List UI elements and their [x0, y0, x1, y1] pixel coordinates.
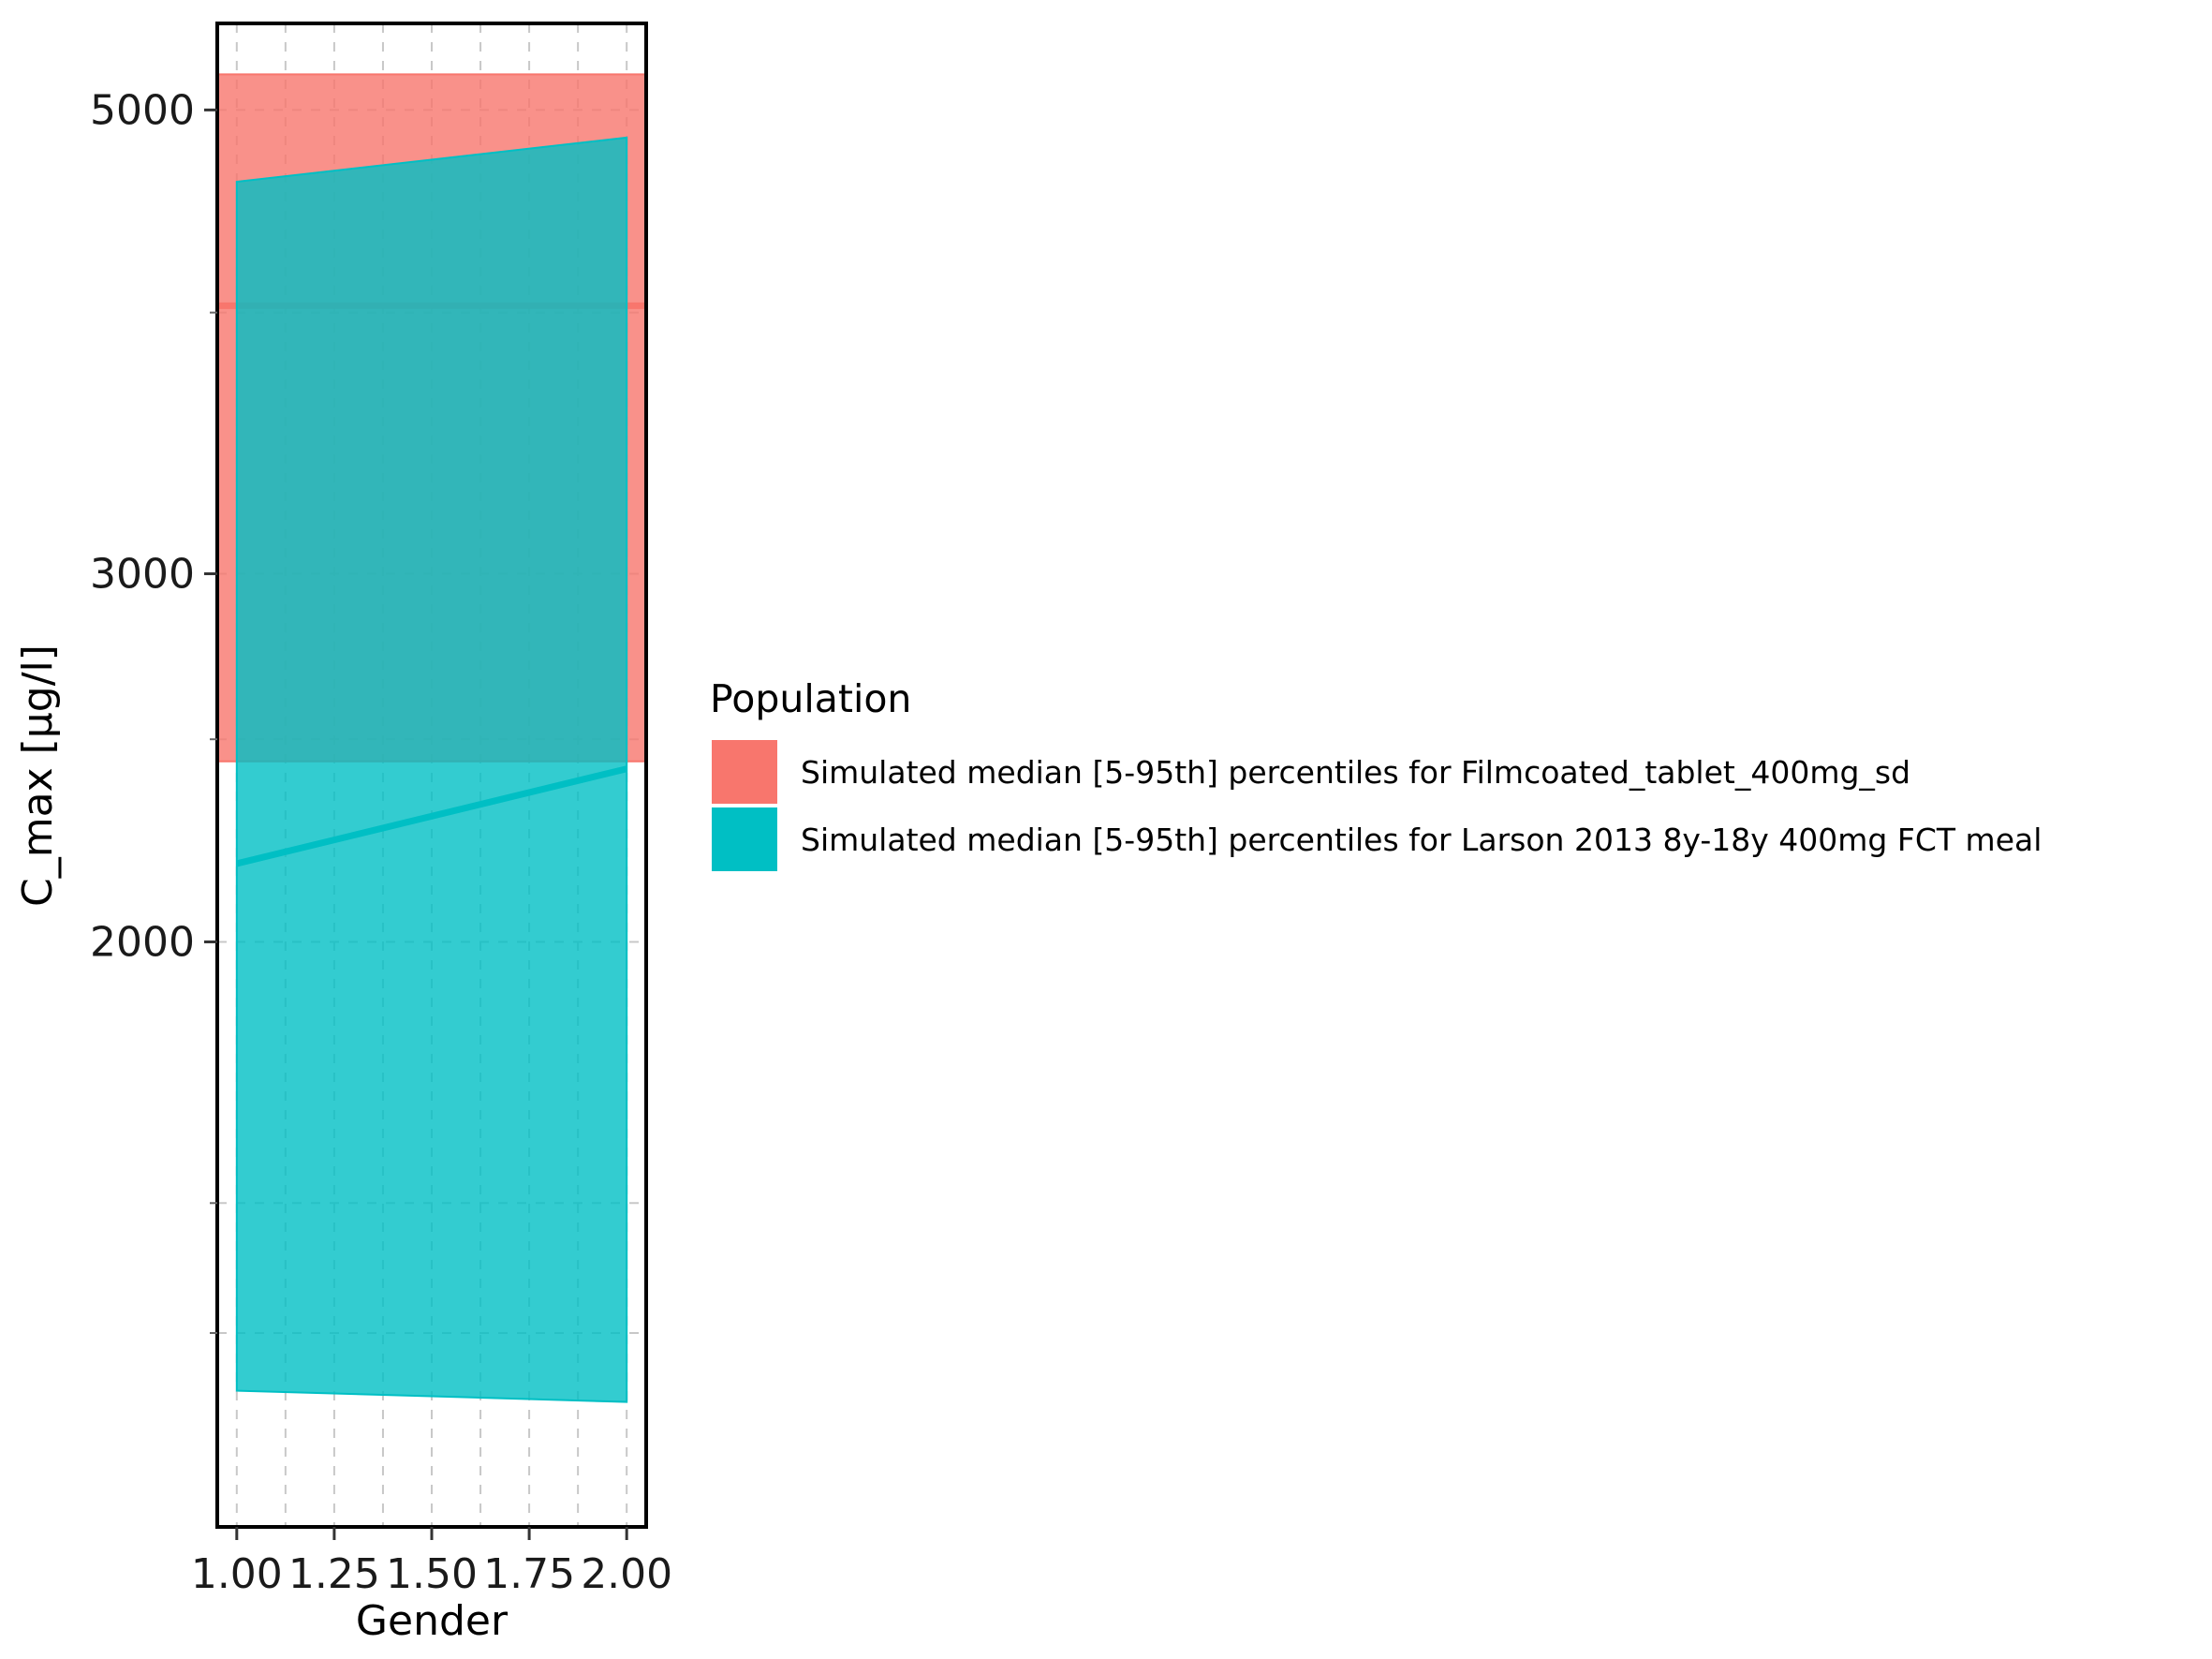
- x-tick-label: 1.75: [483, 1550, 575, 1598]
- median-line-1: [235, 765, 628, 867]
- bands: [216, 73, 647, 1403]
- y-tick-label: 2000: [90, 918, 195, 966]
- x-tick-label: 2.00: [581, 1550, 672, 1598]
- legend: Population Simulated median [5-95th] per…: [710, 676, 2042, 871]
- legend-title: Population: [710, 676, 911, 721]
- legend-label-filmcoated: Simulated median [5-95th] percentiles fo…: [801, 754, 1910, 791]
- x-tick-label: 1.50: [386, 1550, 478, 1598]
- legend-key-filmcoated: [712, 740, 777, 804]
- y-axis-title: C_max [µg/l]: [14, 644, 62, 907]
- x-tick-label: 1.00: [191, 1550, 283, 1598]
- legend-label-larson: Simulated median [5-95th] percentiles fo…: [801, 822, 2042, 858]
- y-tick-label: 5000: [90, 86, 195, 134]
- y-tick-label: 3000: [90, 550, 195, 598]
- x-axis-title: Gender: [356, 1597, 509, 1645]
- axis-ticks: 1.00 1.25 1.50 1.75 2.00 2000 3000 5000: [90, 86, 672, 1598]
- x-tick-label: 1.25: [288, 1550, 380, 1598]
- legend-key-larson: [712, 807, 777, 871]
- band-1: [235, 136, 628, 1403]
